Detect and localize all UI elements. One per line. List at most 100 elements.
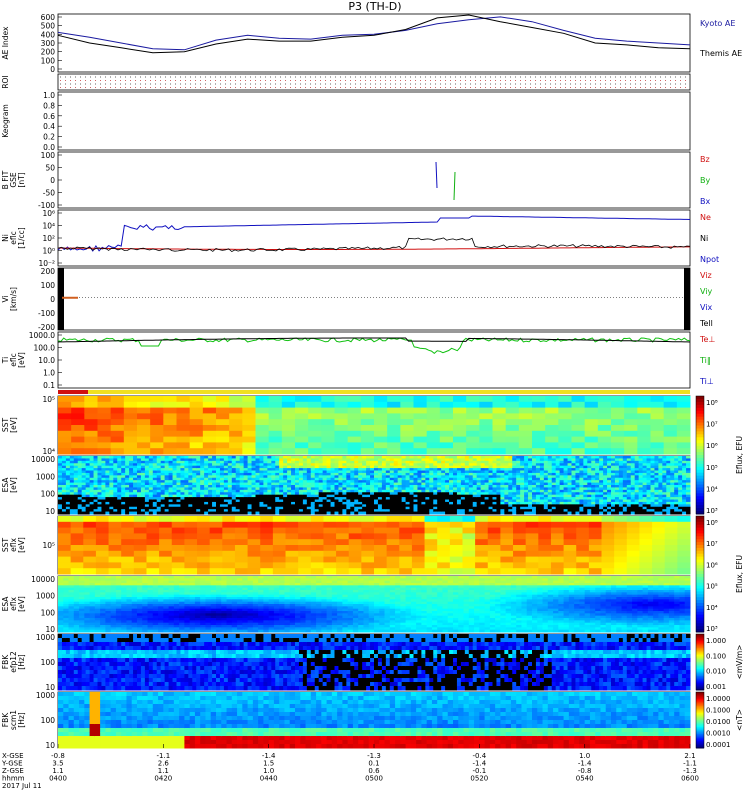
xaxis-rowlabel-3: hhmm <box>2 775 25 783</box>
status-strip-yellow <box>58 390 690 394</box>
cb_fb-label: <nT> <box>735 709 744 731</box>
esa_i-ylabel-1: eflx <box>9 597 18 611</box>
xaxis-tick-1-0: -1.1 <box>156 752 170 760</box>
keogram-ytick-1: 0.8 <box>43 101 55 110</box>
ae-legend-1: Themis AE <box>699 49 742 58</box>
bfit-by-trace <box>453 171 456 201</box>
esa_i-ytick-3: 10 <box>45 625 55 634</box>
esa_e-ytick-2: 100 <box>41 490 56 499</box>
xaxis-tick-4-2: -0.1 <box>472 767 486 775</box>
xaxis-tick-0-1: 3.5 <box>52 760 63 768</box>
bfit-legend-1: By <box>700 176 710 185</box>
xaxis-tick-5-3: 0540 <box>576 775 594 783</box>
xaxis-tick-6-1: -1.1 <box>683 760 697 768</box>
cb_fb-colorbar <box>696 692 704 749</box>
ti-legend-1: Ti‖ <box>699 356 711 365</box>
vi-ytick-2: 0 <box>50 295 55 304</box>
fbk_b-cells <box>58 692 691 749</box>
ni-ytick-0: 10⁶ <box>42 209 55 218</box>
bfit-ytick-1: 50 <box>45 164 55 173</box>
xaxis-tick-1-1: 2.6 <box>158 760 170 768</box>
vi-right-bar <box>684 268 690 330</box>
xaxis-rowlabel-1: Y-GSE <box>1 760 23 768</box>
sst_e-cells <box>58 396 691 455</box>
ae-ytick-4: 200 <box>41 48 56 57</box>
bfit-ylabel-2: [nT] <box>17 172 26 187</box>
bfit-ytick-2: 0 <box>50 176 55 185</box>
ae-ytick-1: 500 <box>41 22 56 31</box>
xaxis-tick-2-0: -1.4 <box>262 752 276 760</box>
cb_i-tick-1: 10⁷ <box>706 540 718 548</box>
cb_e-tick-5: 10³ <box>706 507 718 515</box>
fbk_b-ylabel-0: FBK <box>1 712 10 727</box>
ni-ni-line <box>57 237 691 252</box>
keogram-ytick-3: 0.4 <box>43 122 55 131</box>
sst_i-ytick-0: 10⁵ <box>42 541 55 550</box>
esa_i-ytick-0: 10000 <box>31 575 55 584</box>
esa_i-cells <box>58 576 691 633</box>
vi-ylabel-1: [km/s] <box>9 287 18 311</box>
fbk_e-ytick-2: 10 <box>45 683 55 692</box>
keogram-ytick-4: 0.2 <box>43 133 55 142</box>
cb_fb-tick-0: 1.0000 <box>706 695 731 703</box>
ae-ytick-2: 400 <box>41 30 56 39</box>
ni-ytick-1: 10⁴ <box>42 222 55 231</box>
fbk_b-ytick-1: 100 <box>41 716 56 725</box>
ae-ylabel-0: AE Index <box>1 26 10 59</box>
fbk_b-ylabel-1: scm1 <box>9 710 18 730</box>
ae-ytick-0: 600 <box>41 13 56 22</box>
xaxis-tick-2-3: 0440 <box>260 775 278 783</box>
ni-ylabel-0: Ni <box>1 234 10 242</box>
ae-ytick-6: 0 <box>50 65 55 74</box>
xaxis-tick-4-1: -1.4 <box>472 760 486 768</box>
cb_e-tick-1: 10⁷ <box>706 421 718 429</box>
sst_i-ylabel-1: eflx <box>9 538 18 552</box>
cb_fe-tick-0: 1.000 <box>706 637 726 645</box>
ti-ytick-2: 10.0 <box>38 356 55 365</box>
cb_i-tick-0: 10⁸ <box>706 519 718 527</box>
esa_e-ytick-1: 1000 <box>36 472 55 481</box>
sst_i-cells <box>58 516 691 575</box>
cb_e-tick-3: 10⁵ <box>706 464 718 472</box>
xaxis-tick-2-2: 1.0 <box>263 767 274 775</box>
sst_i-ylabel-0: SST <box>1 538 10 553</box>
ti-ylabel-0: Ti <box>1 357 10 364</box>
cb_e-colorbar <box>696 396 704 515</box>
keogram-ytick-5: 0.0 <box>43 143 55 152</box>
xaxis-tick-4-3: 0520 <box>470 775 488 783</box>
esa_e-ylabel-1: [eV] <box>9 477 18 493</box>
sst_e-ylabel-1: [eV] <box>9 417 18 433</box>
fbk_b-ytick-2: 10 <box>45 741 55 750</box>
ae-ytick-5: 100 <box>41 56 56 65</box>
ti-ytick-1: 100.0 <box>34 344 56 353</box>
bfit-legend-2: Bx <box>700 197 710 206</box>
xaxis-tick-0-0: -0.8 <box>51 752 65 760</box>
cb_i-tick-3: 10⁵ <box>706 583 718 591</box>
cb_i-tick-4: 10⁴ <box>706 604 718 612</box>
cb_fb-tick-3: 0.0010 <box>706 730 731 738</box>
esa_e-ylabel-0: ESA <box>1 477 10 493</box>
esa_e-ytick-3: 10 <box>45 507 55 516</box>
xaxis-tick-5-2: -0.8 <box>578 767 592 775</box>
roi-frame <box>57 73 691 91</box>
fbk_e-ylabel-2: [Hz] <box>17 654 26 670</box>
keogram-ytick-0: 1.0 <box>43 91 55 100</box>
vi-left-bar <box>58 268 64 330</box>
ni-ytick-3: 10⁰ <box>42 247 55 256</box>
ae-series-1 <box>57 14 691 54</box>
sst_e-ytick-0: 10⁵ <box>42 395 55 404</box>
fbk_e-ytick-0: 1000 <box>36 633 55 642</box>
ni-ylabel-1: eflc <box>9 231 18 244</box>
ni-legend-1: Ni <box>700 234 708 243</box>
cb_fe-tick-3: 0.001 <box>706 683 726 691</box>
keogram-ylabel-0: Keogram <box>1 104 10 138</box>
cb_i-tick-5: 10³ <box>706 625 718 633</box>
bfit-ylabel-1: GSE <box>9 172 18 188</box>
xaxis-tick-6-2: -1.3 <box>683 767 697 775</box>
cb_e-tick-4: 10⁴ <box>706 485 718 493</box>
ni-ytick-4: 10⁻² <box>38 259 55 268</box>
cb_fe-label: <mV/m> <box>735 645 744 680</box>
xaxis-rowlabel-0: X-GSE <box>2 752 24 760</box>
ae-series-0 <box>57 16 691 51</box>
